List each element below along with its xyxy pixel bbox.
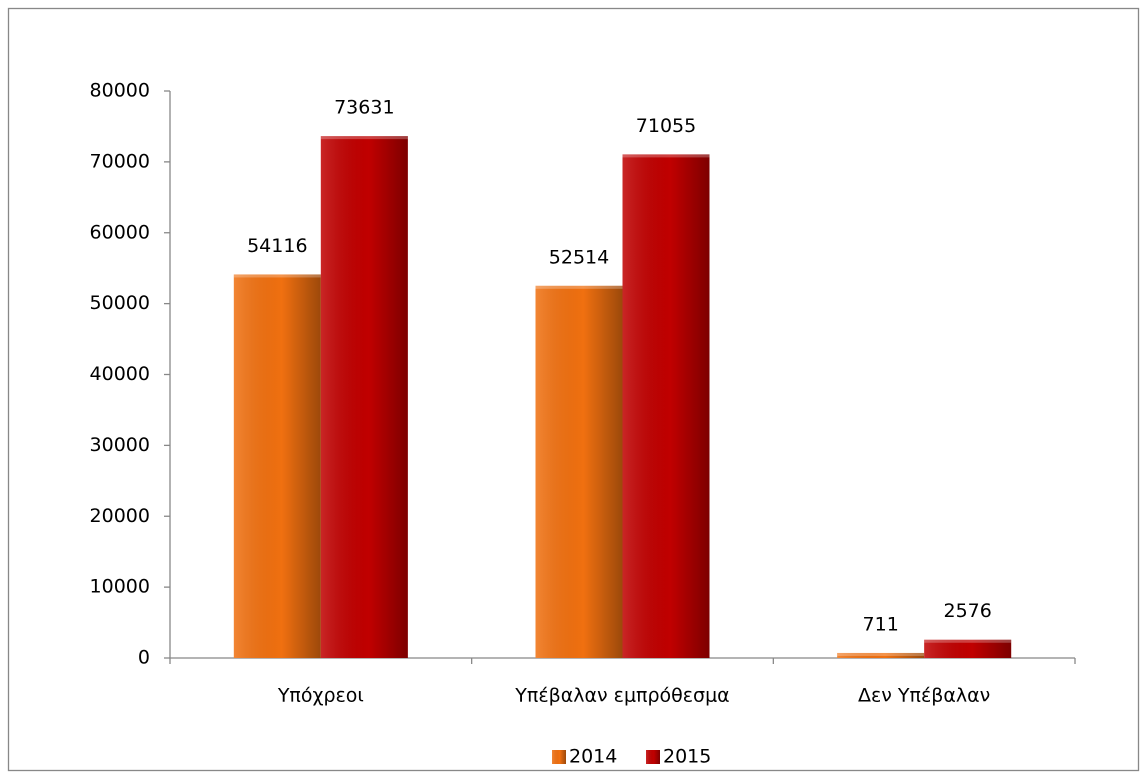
bar-shade [622,154,710,658]
x-tick-label: Υπέβαλαν εμπρόθεσμα [514,685,729,707]
legend-swatch-shade [646,750,660,764]
bar-top [320,136,408,140]
bar-shade [924,639,1012,658]
bar-top [622,154,710,158]
y-tick-label: 80000 [90,80,150,102]
bar-top [924,639,1012,643]
y-tick-label: 70000 [90,150,150,172]
y-tick-label: 60000 [90,221,150,243]
bar-shade [320,136,408,659]
bar-top [535,285,623,289]
legend-swatch-shade [552,750,566,764]
bar-shade [535,285,623,658]
bar-shade [837,652,925,658]
legend-label: 2015 [663,746,711,768]
x-tick-label: Δεν Υπέβαλαν [858,685,990,707]
bar-top [233,274,321,278]
data-label: 73631 [334,97,394,119]
data-label: 52514 [549,246,609,268]
y-tick-label: 20000 [90,505,150,527]
y-tick-label: 50000 [90,292,150,314]
legend-label: 2014 [569,746,617,768]
data-label: 2576 [943,600,991,622]
y-tick-label: 0 [138,647,150,669]
x-tick-label: Υπόχρεοι [277,685,364,707]
y-tick-label: 40000 [90,363,150,385]
data-label: 71055 [636,115,696,137]
y-tick-label: 30000 [90,434,150,456]
bar-top [837,652,925,656]
data-label: 54116 [247,235,307,257]
data-label: 711 [863,613,899,635]
y-tick-label: 10000 [90,576,150,598]
bar-shade [233,274,321,658]
